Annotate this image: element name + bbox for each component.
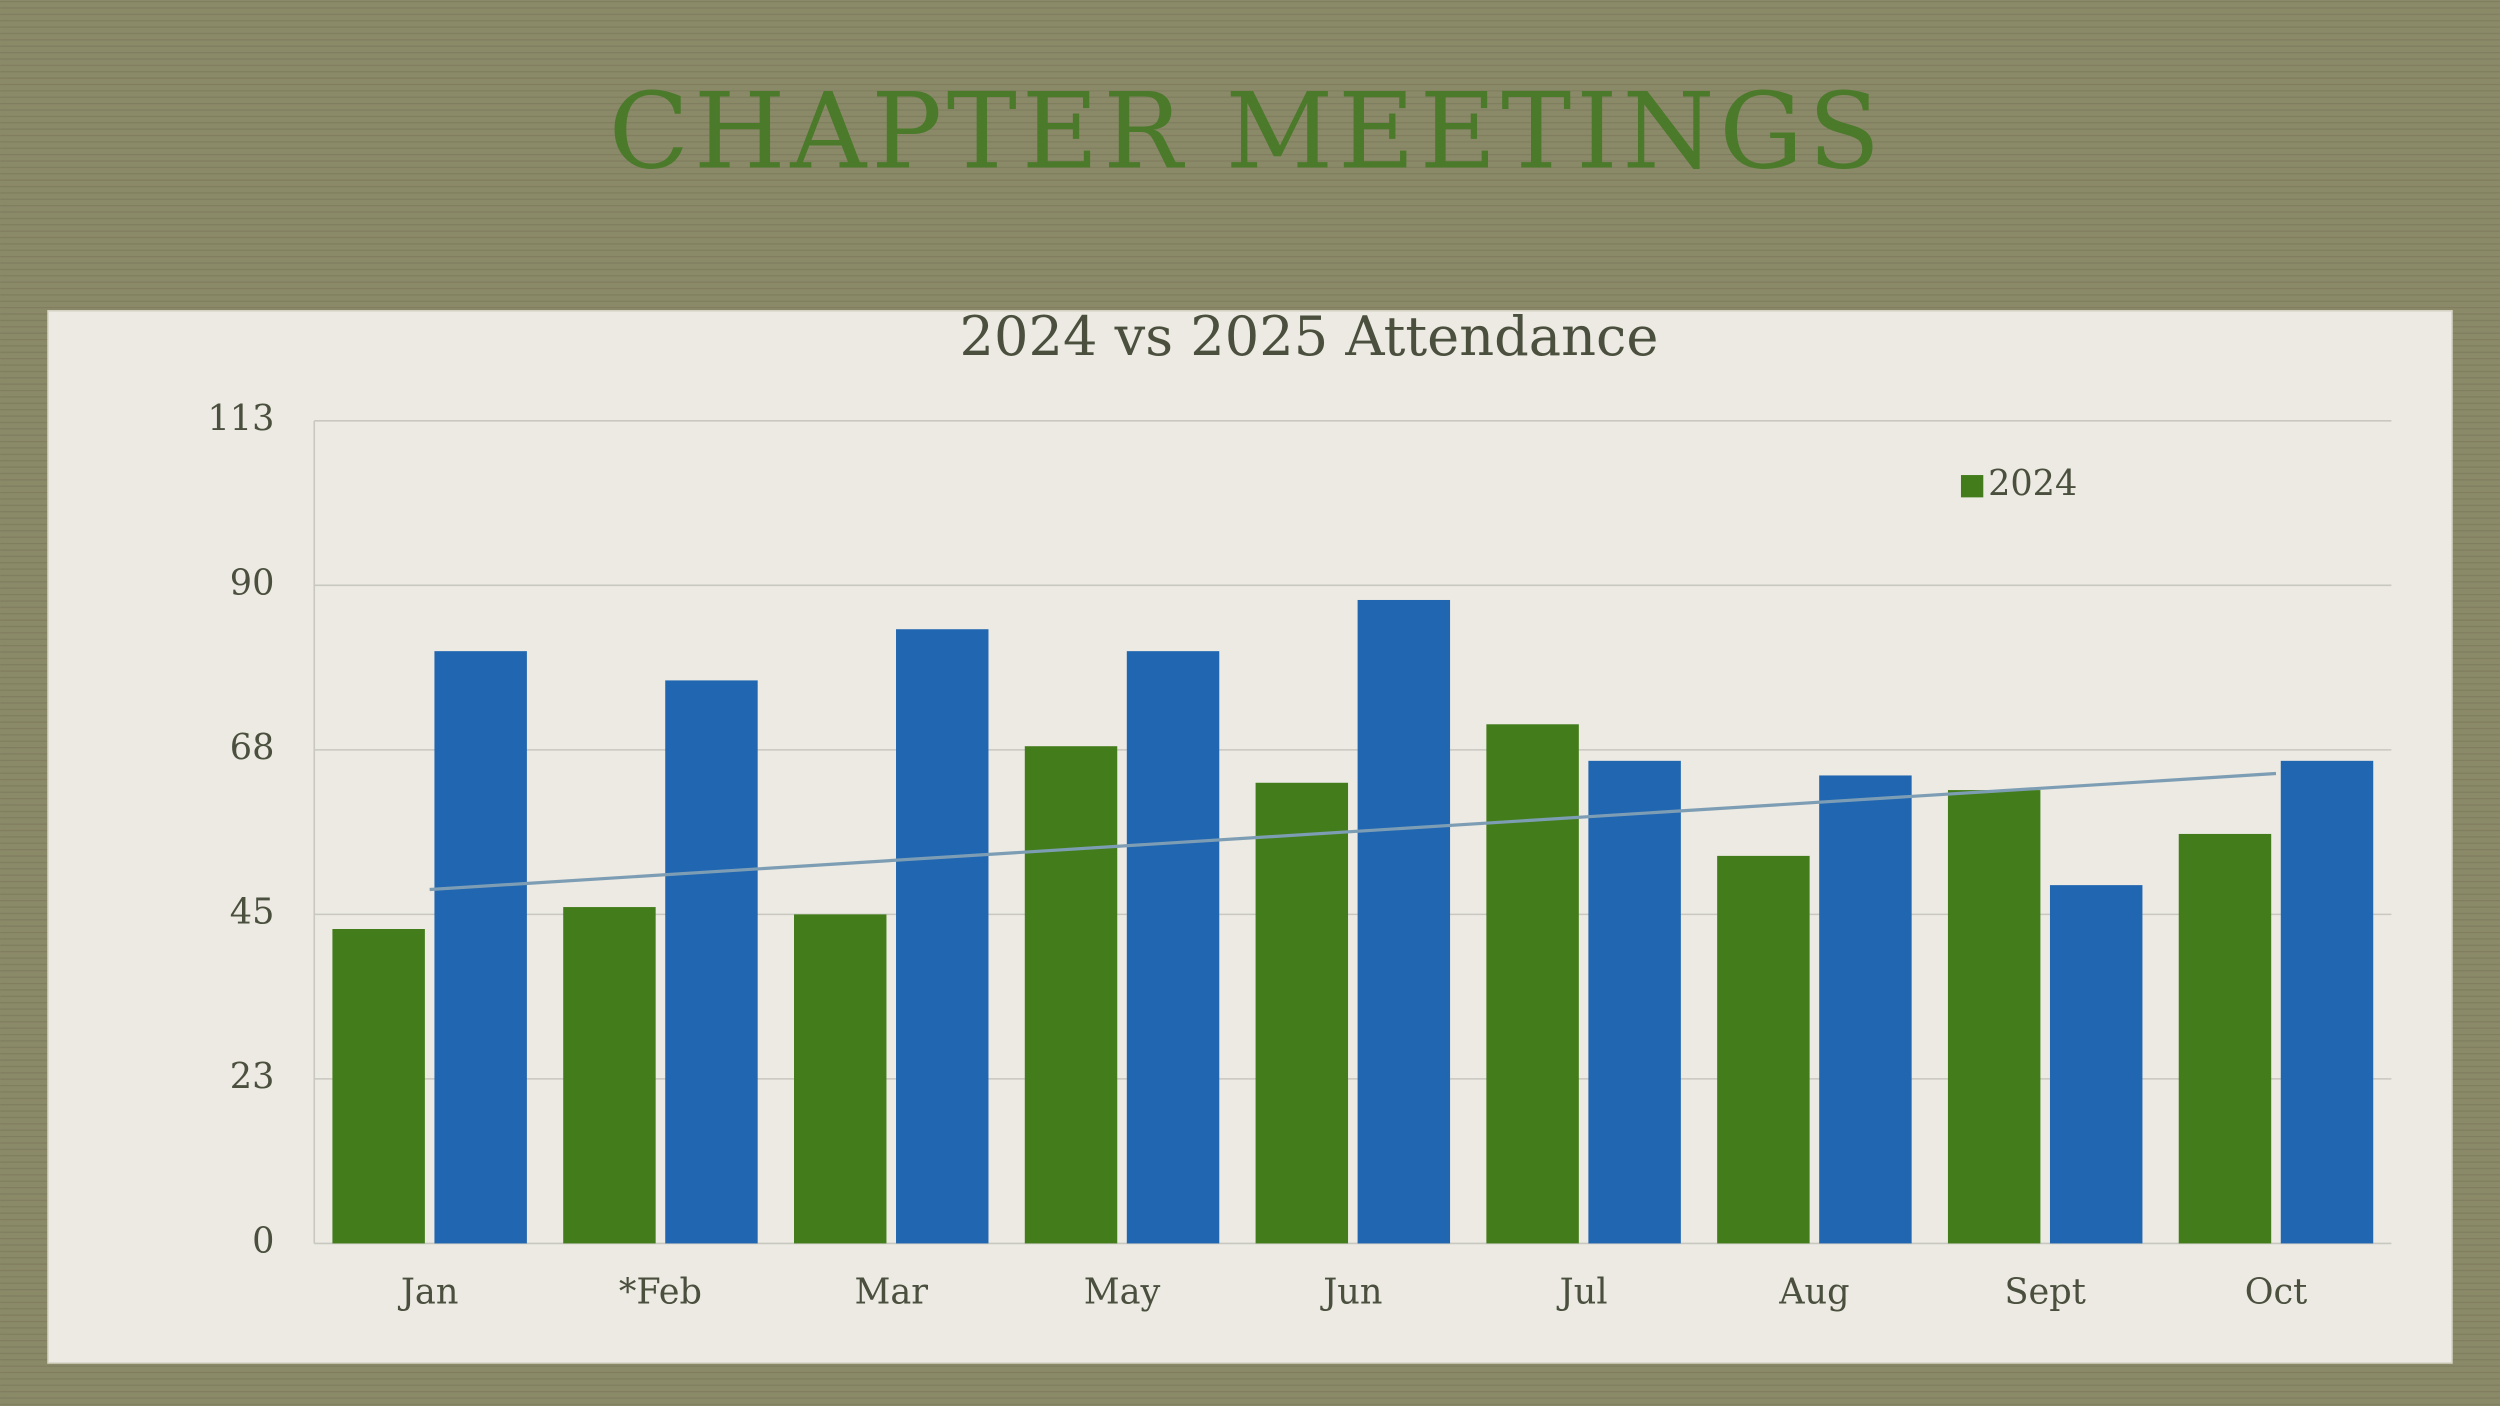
bar — [1717, 855, 1810, 1244]
bar — [563, 907, 656, 1244]
y-tick-label: 113 — [207, 398, 274, 439]
y-tick-label: 90 — [230, 562, 275, 603]
x-tick-label: Jul — [1557, 1271, 1608, 1312]
x-tick-label: Oct — [2245, 1271, 2307, 1312]
bar — [1357, 599, 1451, 1244]
x-tick-label: Sept — [2005, 1271, 2086, 1312]
bar — [665, 680, 758, 1244]
bar — [1255, 782, 1349, 1244]
x-tick-label: Mar — [854, 1271, 928, 1312]
legend-swatch — [1960, 475, 1984, 498]
slide-title: CHAPTER MEETINGS — [609, 70, 1885, 193]
legend-label: 2024 — [1988, 463, 2077, 504]
y-tick-label: 23 — [230, 1056, 275, 1097]
bar — [1024, 746, 1118, 1244]
y-tick-label: 45 — [230, 891, 275, 932]
bar — [2049, 885, 2143, 1244]
bar — [434, 651, 527, 1244]
bar — [1486, 724, 1579, 1244]
bar — [1947, 790, 2041, 1244]
plot: 0 23 45 68 90 113 Jan *Feb Mar May Jun Jul Aug Sept Oc… — [207, 398, 2392, 1312]
bar — [1126, 651, 1220, 1244]
bar — [332, 929, 425, 1244]
bar — [1819, 775, 1912, 1244]
x-tick-label: Aug — [1778, 1271, 1849, 1312]
bar — [2280, 760, 2374, 1244]
x-tick-label: Jan — [398, 1271, 459, 1312]
x-tick-label: *Feb — [619, 1271, 702, 1312]
bar — [793, 914, 887, 1244]
y-tick-label: 68 — [230, 727, 275, 768]
bar — [896, 629, 989, 1244]
chart-title: 2024 vs 2025 Attendance — [960, 305, 1659, 368]
bar — [2178, 833, 2272, 1244]
bar — [1588, 760, 1681, 1244]
y-tick-label: 0 — [252, 1220, 274, 1261]
x-tick-label: May — [1084, 1271, 1161, 1312]
x-tick-label: Jun — [1320, 1271, 1382, 1312]
trendline — [429, 771, 2277, 892]
